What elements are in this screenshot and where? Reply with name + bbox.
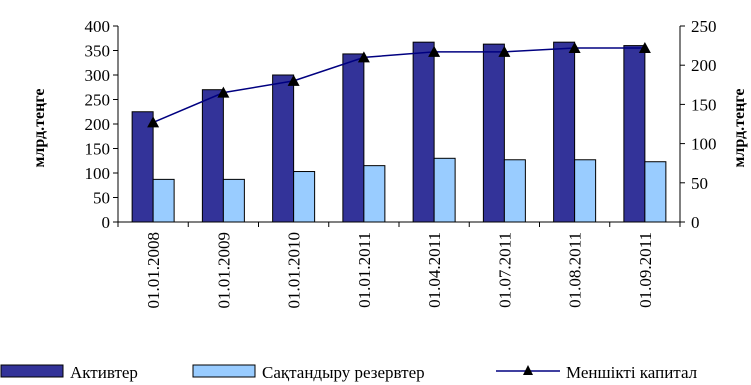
y-left-tick-label: 400 (85, 17, 111, 36)
line-equity (152, 47, 645, 124)
bar-reserves (503, 159, 526, 223)
bar-assets (623, 45, 646, 223)
y-right-tick-label: 150 (691, 95, 717, 114)
legend-label-equity: Меншікті капитал (566, 363, 698, 382)
bar-reserves (433, 157, 456, 223)
x-category-label: 01.01.2008 (144, 232, 163, 309)
legend-label-reserves: Сақтандыру резервтер (262, 363, 425, 382)
bar-reserves (644, 161, 667, 223)
legend: Активтер Сақтандыру резервтер Меншікті к… (0, 363, 698, 382)
y-left-tick-label: 100 (85, 164, 111, 183)
bar-assets (272, 74, 295, 223)
bar-reserves (574, 159, 597, 223)
legend-swatch-reserves (192, 364, 256, 378)
bar-assets (342, 53, 365, 223)
point-equity (428, 45, 441, 57)
line-series-group (147, 41, 651, 128)
point-equity (498, 45, 511, 57)
y-left-tick-label: 150 (85, 140, 111, 159)
bar-reserves (152, 178, 175, 223)
legend-label-assets: Активтер (70, 363, 138, 382)
x-category-label: 01.09.2011 (636, 232, 655, 308)
bar-reserves (363, 165, 386, 223)
y-left-tick-label: 300 (85, 66, 111, 85)
point-equity (568, 41, 581, 53)
x-category-label: 01.01.2009 (214, 232, 233, 309)
x-category-label: 01.04.2011 (425, 232, 444, 308)
chart-axes (113, 25, 685, 227)
legend-marker-equity (523, 365, 533, 375)
y-right-tick-label: 250 (691, 17, 717, 36)
y-right-axis-title: млрд.теңге (731, 89, 748, 168)
y-left-tick-label: 350 (85, 42, 111, 61)
x-category-label: 01.01.2010 (285, 232, 304, 309)
y-right-tick-label: 200 (691, 56, 717, 75)
point-equity (638, 41, 651, 53)
y-left-tick-label: 0 (102, 213, 111, 232)
bar-reserves (222, 178, 245, 223)
point-equity (357, 51, 370, 63)
bar-assets (553, 41, 576, 223)
x-category-label: 01.07.2011 (495, 232, 514, 308)
bar-assets (412, 41, 435, 223)
y-right-tick-label: 100 (691, 135, 717, 154)
y-right-tick-label: 0 (691, 213, 700, 232)
y-left-tick-label: 200 (85, 115, 111, 134)
legend-swatch-assets (0, 364, 64, 378)
y-right-tick-label: 50 (691, 174, 708, 193)
bar-assets (131, 111, 154, 223)
bar-series-group (131, 41, 667, 223)
y-left-tick-label: 50 (93, 189, 110, 208)
point-equity (217, 86, 230, 98)
y-left-axis-title: млрд.теңге (31, 89, 48, 168)
bar-reserves (293, 171, 316, 223)
x-category-label: 01.08.2011 (566, 232, 585, 308)
tick-labels: 0 50 100 150 200 250 300 350 400 0 50 100 150 200 250 0… (85, 17, 717, 309)
x-category-label: 01.01.2011 (355, 232, 374, 308)
bar-assets (201, 89, 224, 223)
point-equity (147, 116, 160, 128)
point-equity (287, 74, 300, 86)
y-left-tick-label: 250 (85, 91, 111, 110)
bar-assets (482, 43, 505, 223)
